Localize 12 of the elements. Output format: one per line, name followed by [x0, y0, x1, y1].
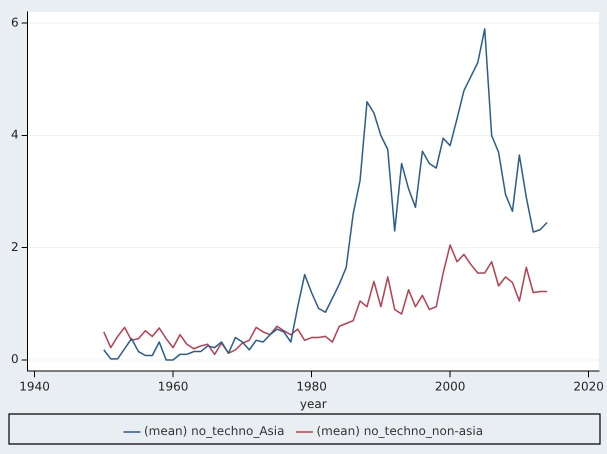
x-tick-label: 1940 [19, 380, 50, 394]
y-tick-label: 4 [10, 128, 19, 142]
legend-label: (mean) no_techno_non-asia [316, 424, 484, 438]
x-tick-label: 1980 [296, 380, 327, 394]
x-tick-label: 2000 [434, 380, 466, 394]
legend-label: (mean) no_techno_Asia [144, 424, 284, 438]
y-tick-label: 2 [10, 240, 19, 254]
y-tick-label: 0 [10, 352, 19, 366]
x-tick-label: 1960 [158, 380, 188, 394]
y-tick-label: 6 [10, 15, 19, 30]
x-tick-label: 2020 [573, 380, 604, 394]
x-axis-title: year [300, 396, 327, 411]
